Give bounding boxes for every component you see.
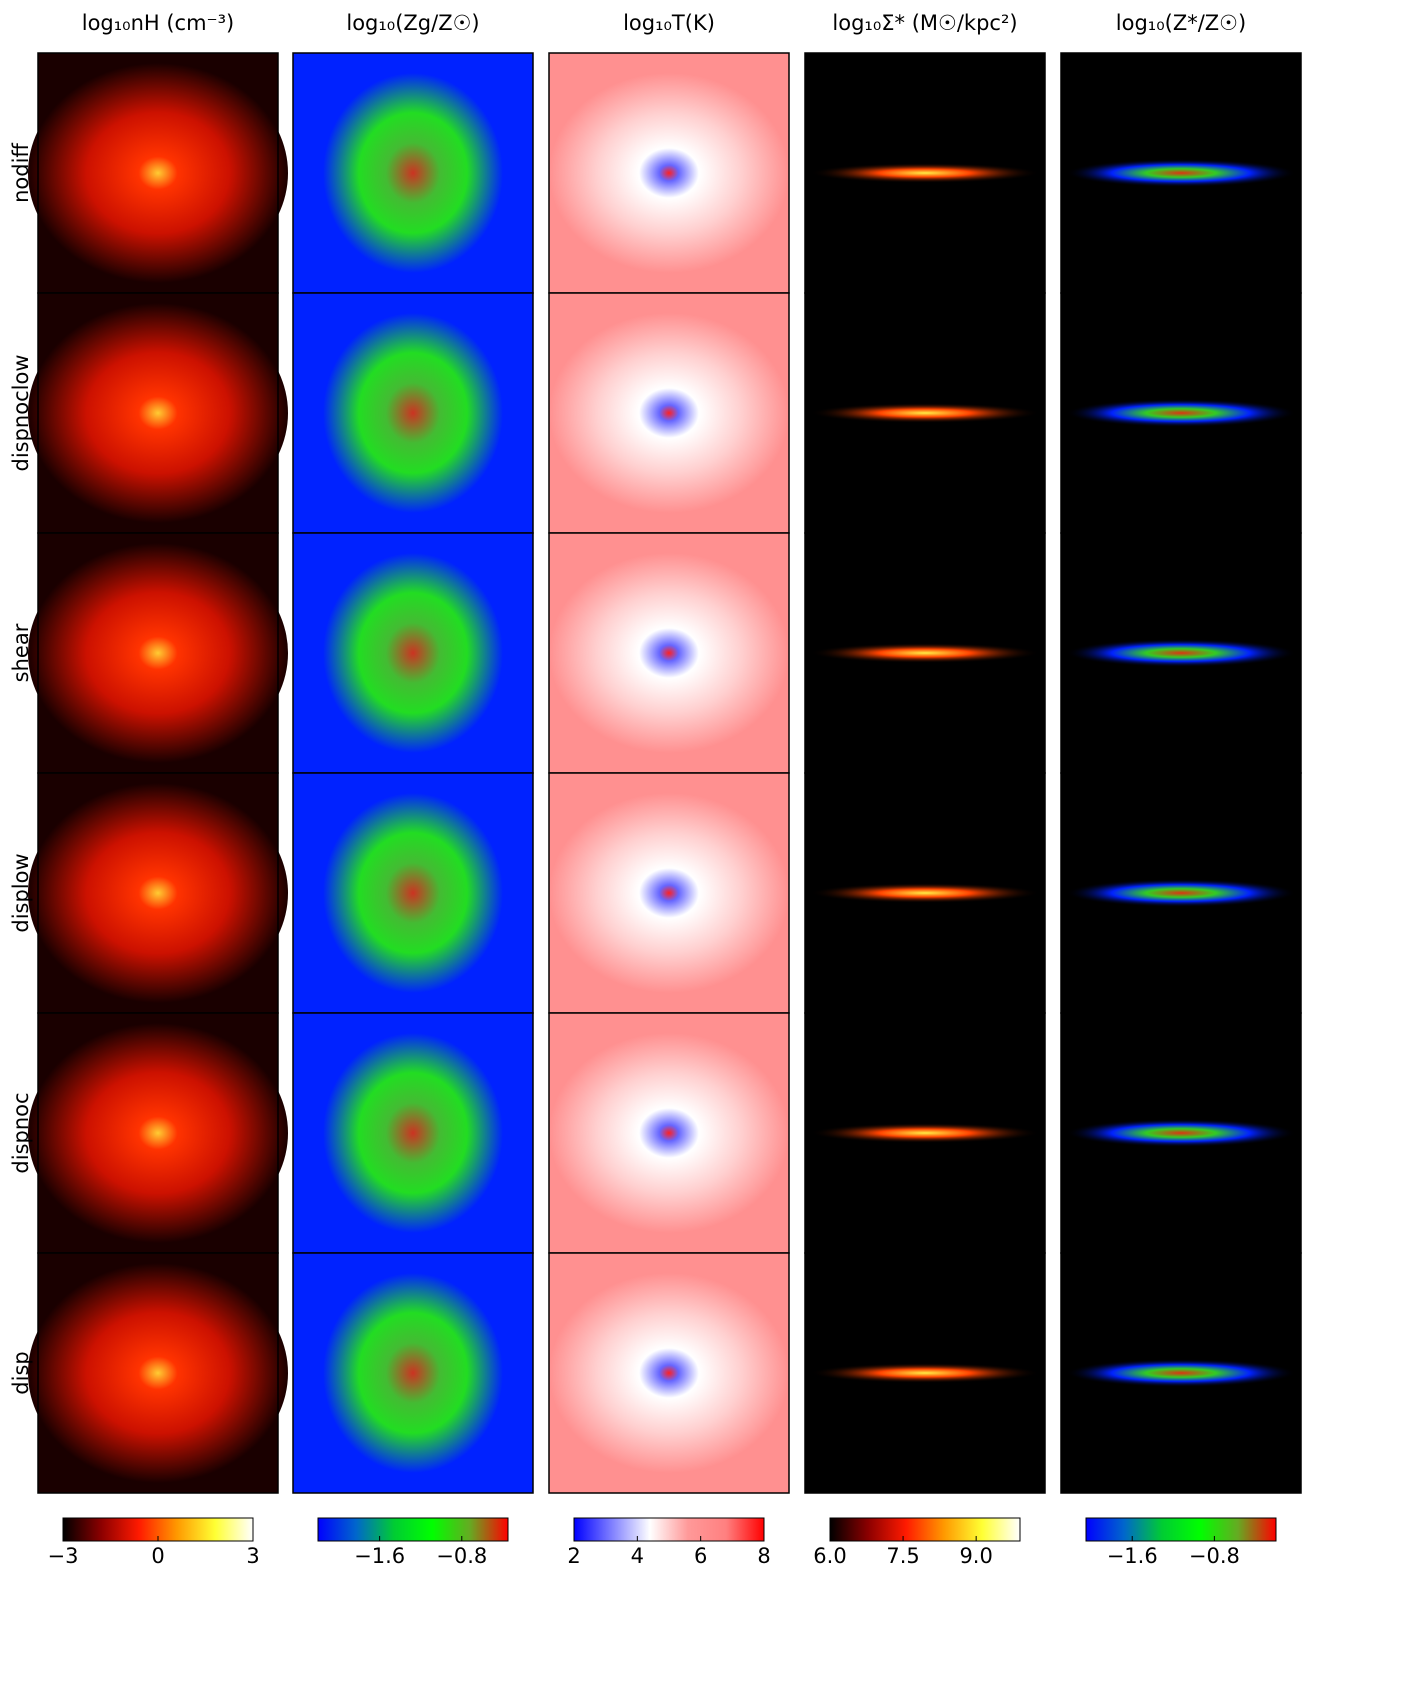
- colorbar: [1086, 1518, 1276, 1541]
- row-label: nodiff: [9, 143, 33, 203]
- colorbar-tick-label: 2: [567, 1544, 580, 1568]
- colorbar-tick-label: −0.8: [436, 1544, 487, 1568]
- temperature: [549, 313, 789, 513]
- column-title: log₁₀(Zg/Z☉): [346, 11, 479, 35]
- colorbar-tick-label: 4: [631, 1544, 644, 1568]
- row-label: displow: [9, 853, 33, 932]
- colorbar: [318, 1518, 508, 1541]
- gas-metal: [323, 73, 503, 273]
- stellar-disc: [810, 883, 1040, 903]
- colorbar: [574, 1518, 764, 1541]
- row-label: shear: [9, 623, 33, 682]
- stellar-metal: [1066, 879, 1296, 907]
- gas-metal: [323, 313, 503, 513]
- row-label: disp: [9, 1351, 33, 1394]
- column-title: log₁₀T(K): [623, 11, 715, 35]
- stellar-metal: [1066, 639, 1296, 667]
- colorbar: [830, 1518, 1020, 1541]
- temperature: [549, 73, 789, 273]
- temperature: [549, 1033, 789, 1233]
- gas-density: [28, 1263, 288, 1483]
- gas-density: [28, 543, 288, 763]
- stellar-disc: [810, 1123, 1040, 1143]
- stellar-disc: [810, 643, 1040, 663]
- temperature: [549, 553, 789, 753]
- gas-density: [28, 783, 288, 1003]
- colorbar-tick-label: 9.0: [959, 1544, 992, 1568]
- colorbar-tick-label: 3: [246, 1544, 259, 1568]
- gas-density: [28, 1023, 288, 1243]
- gas-metal: [323, 1033, 503, 1233]
- colorbar-tick-label: −1.6: [1107, 1544, 1158, 1568]
- gas-metal: [323, 1273, 503, 1473]
- gas-density: [28, 303, 288, 523]
- temperature: [549, 793, 789, 993]
- stellar-metal: [1066, 1119, 1296, 1147]
- colorbar-tick-label: 0: [151, 1544, 164, 1568]
- column-title: log₁₀(Z*/Z☉): [1116, 11, 1246, 35]
- colorbar-tick-label: 6.0: [813, 1544, 846, 1568]
- stellar-metal: [1066, 1359, 1296, 1387]
- colorbar-tick-label: 7.5: [886, 1544, 919, 1568]
- stellar-disc: [810, 403, 1040, 423]
- colorbar-tick-label: −3: [48, 1544, 79, 1568]
- gas-metal: [323, 793, 503, 993]
- colorbar-tick-label: −1.6: [354, 1544, 405, 1568]
- row-label: dispnoc: [9, 1092, 33, 1173]
- stellar-metal: [1066, 159, 1296, 187]
- stellar-disc: [810, 163, 1040, 183]
- colorbar-tick-label: 6: [694, 1544, 707, 1568]
- row-label: dispnoclow: [9, 355, 33, 472]
- column-title: log₁₀Σ* (M☉/kpc²): [832, 11, 1017, 35]
- stellar-disc: [810, 1363, 1040, 1383]
- colorbar-tick-label: 8: [757, 1544, 770, 1568]
- temperature: [549, 1273, 789, 1473]
- column-title: log₁₀nH (cm⁻³): [82, 11, 235, 35]
- stellar-metal: [1066, 399, 1296, 427]
- gas-density: [28, 63, 288, 283]
- colorbar-tick-label: −0.8: [1189, 1544, 1240, 1568]
- gas-metal: [323, 553, 503, 753]
- figure: log₁₀nH (cm⁻³) −3 0 3 log₁₀(Zg/Z☉) −1.6 −0.8 lo…: [0, 0, 1409, 1682]
